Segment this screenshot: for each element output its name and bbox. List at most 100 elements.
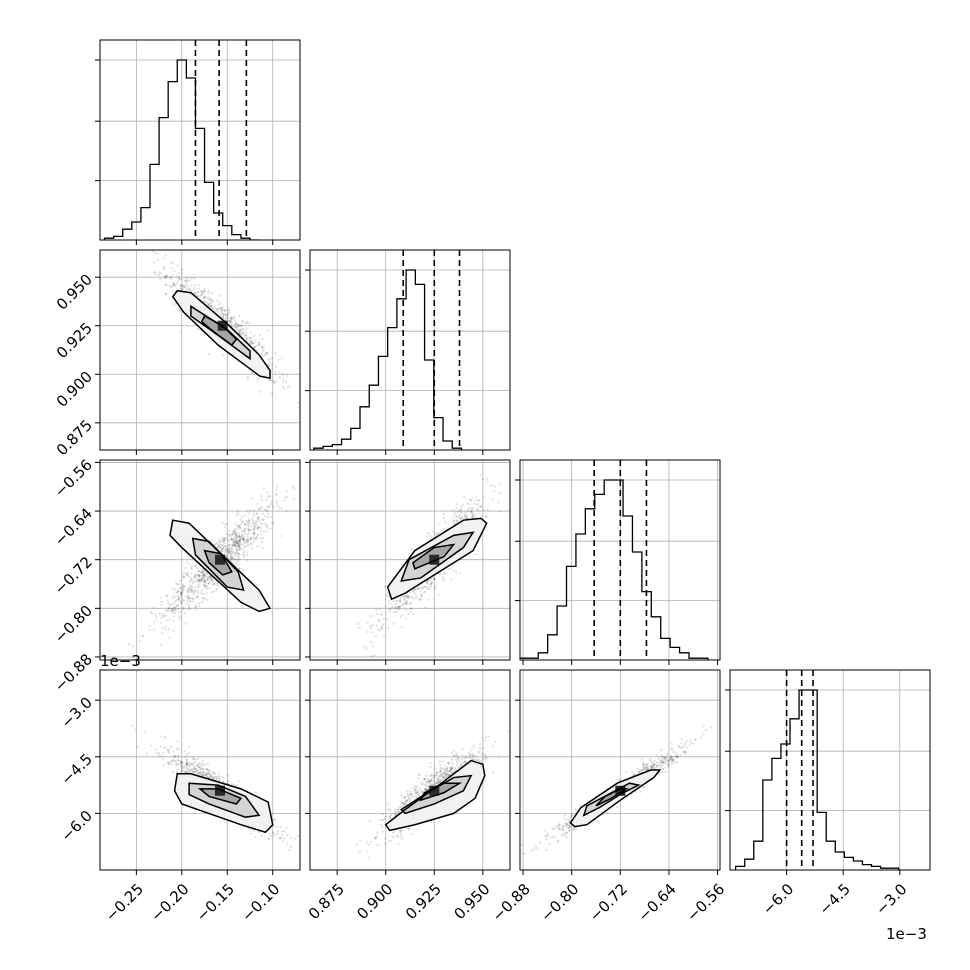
- sample-point: [251, 517, 254, 520]
- sample-point: [430, 777, 433, 780]
- sample-point: [111, 219, 113, 221]
- sample-point: [232, 543, 235, 546]
- sample-point: [181, 586, 184, 590]
- sample-point: [207, 576, 210, 579]
- sample-point: [388, 840, 391, 843]
- sample-point: [246, 523, 249, 527]
- sample-point: [184, 770, 188, 773]
- sample-point: [165, 274, 168, 277]
- sample-point: [235, 542, 238, 545]
- sample-point: [231, 556, 234, 560]
- y-tick-label: −0.72: [51, 553, 96, 598]
- sample-point: [201, 572, 204, 575]
- sample-point: [253, 522, 256, 525]
- sample-point: [262, 486, 265, 490]
- sample-point: [203, 580, 206, 583]
- sample-point: [293, 487, 296, 490]
- sample-point: [226, 538, 230, 541]
- sample-point: [410, 547, 413, 550]
- sample-point: [177, 271, 180, 274]
- sample-point: [226, 554, 229, 558]
- sample-point: [174, 755, 177, 758]
- sample-point: [558, 823, 561, 827]
- sample-point: [245, 532, 248, 536]
- sample-point: [276, 833, 279, 836]
- sample-point: [427, 778, 430, 781]
- sample-point: [280, 357, 283, 360]
- sample-point: [197, 757, 200, 760]
- sample-point: [392, 830, 396, 833]
- sample-point: [683, 750, 686, 753]
- sample-point: [188, 588, 191, 591]
- sample-point: [220, 547, 224, 550]
- sample-point: [127, 643, 131, 646]
- sample-point: [414, 784, 417, 788]
- sample-point: [193, 770, 196, 773]
- sample-point: [568, 825, 571, 828]
- sample-point: [470, 514, 473, 517]
- sample-point: [236, 541, 239, 545]
- sample-point: [263, 521, 266, 525]
- sample-point: [424, 787, 427, 791]
- sample-point: [201, 773, 204, 776]
- sample-point: [166, 595, 169, 598]
- sample-point: [212, 300, 215, 303]
- sample-point: [247, 539, 250, 543]
- sample-point: [211, 299, 214, 302]
- sample-point: [226, 549, 229, 553]
- sample-point: [157, 752, 161, 755]
- sample-point: [167, 750, 170, 753]
- sample-point: [446, 766, 449, 769]
- sample-point: [203, 571, 206, 574]
- sample-point: [169, 277, 172, 280]
- sample-point: [440, 778, 444, 781]
- sample-point: [429, 783, 432, 787]
- sample-point: [179, 591, 182, 595]
- sample-point: [241, 319, 245, 323]
- sample-point: [238, 547, 241, 550]
- sample-point: [197, 573, 200, 576]
- sample-point: [183, 285, 186, 289]
- sample-point: [186, 280, 189, 283]
- sample-point: [196, 769, 200, 772]
- sample-point: [185, 573, 189, 576]
- sample-point: [157, 258, 160, 261]
- sample-point: [389, 817, 392, 820]
- sample-point: [253, 525, 256, 528]
- sample-point: [178, 278, 181, 281]
- sample-point: [278, 376, 281, 379]
- sample-point: [206, 577, 210, 580]
- sample-point: [203, 584, 207, 587]
- panel-border: [309, 669, 511, 871]
- sample-point: [437, 531, 441, 535]
- sample-point: [405, 602, 408, 605]
- sample-point: [260, 523, 264, 526]
- sample-point: [229, 546, 232, 549]
- sample-point: [185, 762, 188, 766]
- sample-point: [168, 751, 171, 754]
- sample-point: [216, 308, 219, 311]
- sample-point: [192, 582, 195, 585]
- sample-point: [216, 775, 219, 778]
- sample-point: [427, 779, 430, 782]
- sample-point: [201, 768, 204, 771]
- sample-point: [259, 529, 262, 532]
- sample-point: [229, 556, 232, 559]
- sample-point: [269, 360, 272, 364]
- sample-point: [165, 283, 168, 287]
- sample-point: [182, 576, 185, 579]
- sample-point: [194, 588, 197, 592]
- sample-point: [461, 503, 464, 506]
- sample-point: [239, 526, 242, 530]
- sample-point: [241, 534, 244, 537]
- sample-point: [243, 532, 246, 535]
- sample-point: [432, 530, 435, 534]
- sample-point: [670, 755, 674, 758]
- sample-point: [198, 575, 201, 578]
- sample-point: [237, 545, 240, 548]
- sample-point: [461, 748, 464, 751]
- sample-point: [154, 273, 157, 276]
- sample-point: [185, 758, 188, 761]
- sample-point: [205, 572, 209, 575]
